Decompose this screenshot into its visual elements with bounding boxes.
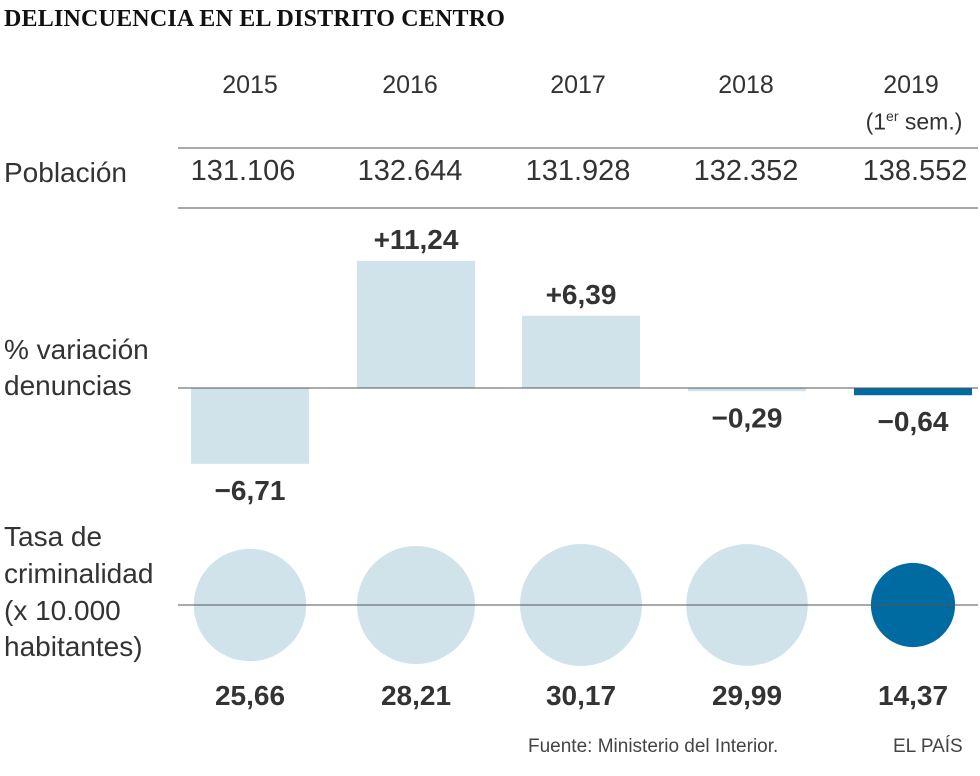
population-value-2018: 132.352	[693, 155, 799, 187]
variation-value-2019: −0,64	[878, 406, 949, 437]
rate-value-2016: 28,21	[381, 680, 451, 711]
year-note-sup: er	[886, 108, 899, 124]
rate-value-2019: 14,37	[878, 680, 948, 711]
year-label-2018: 2018	[718, 71, 774, 99]
rate-label-line2: criminalidad	[4, 558, 154, 589]
variation-bars: −6,71 +11,24 +6,39 −0,29 −0,64	[191, 224, 972, 506]
rate-circles: 25,66 28,21 30,17 29,99 14,37	[193, 544, 956, 711]
variation-bar-2017	[522, 315, 640, 388]
chart-title: DELINCUENCIA EN EL DISTRITO CENTRO	[4, 6, 506, 32]
rate-label-line4: habitantes)	[4, 631, 143, 662]
brand-label: EL PAÍS	[893, 736, 963, 757]
variation-value-2015: −6,71	[215, 475, 286, 506]
variation-bar-2015	[191, 388, 309, 464]
source-note: Fuente: Ministerio del Interior.	[528, 736, 779, 757]
variation-bar-2016	[357, 260, 475, 388]
variation-value-2018: −0,29	[712, 402, 783, 433]
variation-bar-2019	[854, 388, 972, 396]
year-note-prefix: (1	[865, 108, 887, 135]
rate-value-2018: 29,99	[712, 680, 782, 711]
population-value-2015: 131.106	[190, 155, 296, 187]
year-label-2016: 2016	[382, 71, 438, 99]
year-note-suffix: sem.)	[898, 108, 963, 135]
rate-label-line3: (x 10.000	[4, 595, 121, 626]
variation-label-line1: % variación	[4, 334, 149, 365]
variation-label-line2: denuncias	[4, 370, 132, 401]
population-value-2017: 131.928	[525, 155, 631, 187]
population-value-2019: 138.552	[862, 155, 968, 187]
rate-value-2017: 30,17	[546, 680, 616, 711]
variation-value-2016: +11,24	[374, 224, 459, 255]
rate-label-line1: Tasa de	[4, 521, 103, 552]
year-label-2015: 2015	[222, 71, 278, 99]
year-label-2019: 2019	[883, 71, 939, 99]
variation-value-2017: +6,39	[546, 279, 617, 310]
variation-bar-2018	[688, 388, 806, 392]
year-note-2019: (1er sem.)	[834, 103, 980, 135]
rate-value-2015: 25,66	[215, 680, 285, 711]
population-value-2016: 132.644	[357, 155, 463, 187]
year-label-2017: 2017	[550, 71, 606, 99]
population-label: Población	[4, 157, 127, 188]
